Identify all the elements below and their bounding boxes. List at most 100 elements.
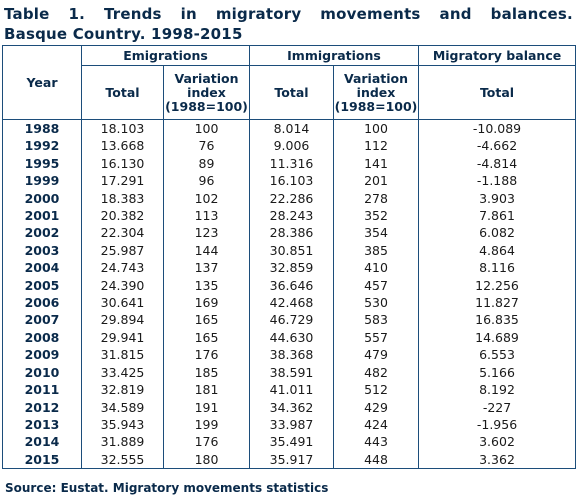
cell-immigrations-total: 34.362 (249, 398, 334, 416)
cell-emigrations-index: 169 (163, 294, 250, 312)
cell-emigrations-index: 165 (163, 328, 250, 347)
cell-immigrations-index: 141 (332, 154, 420, 173)
header-emigrations-total: Total (81, 65, 164, 120)
cell-emigrations-total: 33.425 (81, 363, 164, 382)
cell-immigrations-index: 443 (332, 433, 420, 451)
title-word: balances. (490, 5, 573, 23)
migration-table: Year Emigrations Immigrations Migratory … (2, 45, 577, 470)
cell-immigrations-total: 22.286 (249, 189, 334, 208)
cell-immigrations-index: 479 (332, 346, 420, 364)
cell-emigrations-index: 113 (163, 207, 250, 225)
cell-year: 2013 (2, 415, 82, 434)
cell-emigrations-index: 123 (163, 224, 250, 242)
cell-balance-total: 12.256 (418, 276, 577, 295)
cell-emigrations-index: 102 (163, 189, 250, 208)
cell-immigrations-total: 28.386 (249, 224, 334, 242)
cell-emigrations-total: 35.943 (81, 415, 164, 434)
cell-year: 2002 (2, 224, 82, 242)
cell-emigrations-index: 180 (163, 450, 250, 470)
cell-immigrations-index: 583 (332, 311, 420, 329)
table-row: 1995 16.130 89 11.316 141 -4.814 (2, 154, 577, 173)
cell-balance-total: 7.861 (418, 207, 577, 225)
cell-emigrations-index: 191 (163, 398, 250, 416)
cell-immigrations-total: 36.646 (249, 276, 334, 295)
header-emigrations: Emigrations (81, 45, 250, 66)
cell-emigrations-total: 20.382 (81, 207, 164, 225)
header-immigrations-variation: Variation index (1988=100) (332, 65, 420, 120)
cell-immigrations-total: 30.851 (249, 241, 334, 260)
header-balance-total: Total (418, 65, 577, 120)
cell-emigrations-index: 100 (163, 119, 250, 138)
cell-emigrations-total: 22.304 (81, 224, 164, 242)
table-header: Year Emigrations Immigrations Migratory … (2, 45, 577, 120)
cell-balance-total: 14.689 (418, 328, 577, 347)
cell-immigrations-index: 352 (332, 207, 420, 225)
cell-emigrations-total: 13.668 (81, 137, 164, 155)
cell-balance-total: 8.116 (418, 259, 577, 277)
table-row: 2006 30.641 169 42.468 530 11.827 (2, 294, 577, 312)
cell-emigrations-total: 24.390 (81, 276, 164, 295)
cell-immigrations-total: 9.006 (249, 137, 334, 155)
cell-year: 2010 (2, 363, 82, 382)
cell-immigrations-index: 354 (332, 224, 420, 242)
cell-immigrations-index: 429 (332, 398, 420, 416)
header-variation-line1: Variation (343, 70, 409, 86)
cell-year: 2003 (2, 241, 82, 260)
header-migratory-balance: Migratory balance (418, 45, 577, 66)
cell-year: 2014 (2, 433, 82, 451)
cell-balance-total: 3.903 (418, 189, 577, 208)
cell-immigrations-index: 448 (332, 450, 420, 470)
cell-immigrations-total: 38.368 (249, 346, 334, 364)
cell-balance-total: -10.089 (418, 119, 577, 138)
header-group-row: Year Emigrations Immigrations Migratory … (2, 45, 577, 120)
cell-emigrations-index: 137 (163, 259, 250, 277)
cell-immigrations-total: 44.630 (249, 328, 334, 347)
cell-immigrations-index: 457 (332, 276, 420, 295)
cell-immigrations-index: 201 (332, 172, 420, 190)
cell-balance-total: 4.864 (418, 241, 577, 260)
cell-year: 1999 (2, 172, 82, 190)
header-variation-line3: (1988=100) (334, 98, 418, 114)
cell-year: 2005 (2, 276, 82, 295)
header-variation-line1: Variation (174, 70, 239, 86)
cell-emigrations-index: 165 (163, 311, 250, 329)
cell-balance-total: -1.188 (418, 172, 577, 190)
cell-immigrations-total: 41.011 (249, 381, 334, 399)
table-title-line1: Table 1. Trends in migratory movements and bala… (4, 4, 573, 24)
cell-year: 2006 (2, 294, 82, 312)
header-emigrations-variation: Variation index (1988=100) (163, 65, 250, 120)
cell-balance-total: 8.192 (418, 381, 577, 399)
source-note: Source: Eustat. Migratory movements stat… (5, 481, 329, 495)
cell-emigrations-total: 18.383 (81, 189, 164, 208)
title-word: in (180, 5, 197, 23)
cell-balance-total: 6.082 (418, 224, 577, 242)
title-word: Trends (103, 5, 162, 23)
cell-emigrations-total: 16.130 (81, 154, 164, 173)
table-row: 1992 13.668 76 9.006 112 -4.662 (2, 137, 577, 155)
cell-emigrations-index: 76 (163, 137, 250, 155)
cell-immigrations-total: 38.591 (249, 363, 334, 382)
cell-emigrations-total: 31.889 (81, 433, 164, 451)
table-row: 2012 34.589 191 34.362 429 -227 (2, 398, 577, 416)
cell-emigrations-total: 32.819 (81, 381, 164, 399)
cell-emigrations-index: 176 (163, 433, 250, 451)
cell-year: 2008 (2, 328, 82, 347)
cell-year: 2015 (2, 450, 82, 470)
cell-balance-total: 6.553 (418, 346, 577, 364)
cell-immigrations-index: 410 (332, 259, 420, 277)
cell-immigrations-index: 424 (332, 415, 420, 434)
table-row: 2013 35.943 199 33.987 424 -1.956 (2, 415, 577, 434)
cell-year: 2000 (2, 189, 82, 208)
cell-immigrations-index: 512 (332, 381, 420, 399)
title-word: movements (320, 5, 421, 23)
cell-balance-total: -1.956 (418, 415, 577, 434)
cell-year: 2009 (2, 346, 82, 364)
cell-immigrations-total: 35.491 (249, 433, 334, 451)
header-year: Year (2, 45, 82, 120)
title-word: 1. (68, 5, 85, 23)
title-word: and (439, 5, 472, 23)
table-row: 2015 32.555 180 35.917 448 3.362 (2, 450, 577, 470)
table-row: 2001 20.382 113 28.243 352 7.861 (2, 207, 577, 225)
table-row: 1988 18.103 100 8.014 100 -10.089 (2, 119, 577, 138)
